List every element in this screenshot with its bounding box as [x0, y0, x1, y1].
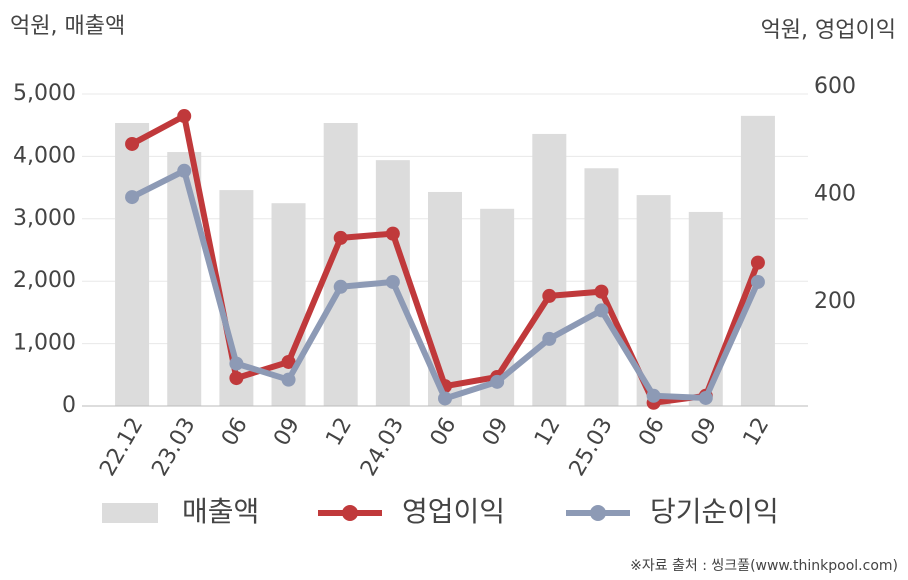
- bar: [532, 133, 567, 406]
- line-point: [594, 303, 609, 318]
- line-point: [281, 372, 296, 387]
- x-tick-label: 12: [739, 414, 775, 451]
- y-tick-label: 5,000: [13, 81, 76, 106]
- line-point: [385, 226, 400, 241]
- y2-tick-label: 600: [814, 74, 856, 99]
- x-tick-label: 24.03: [356, 414, 409, 481]
- line-point: [229, 371, 244, 386]
- line-point: [333, 279, 348, 294]
- bar: [636, 195, 671, 406]
- line-point: [385, 274, 400, 289]
- line-point: [646, 388, 661, 403]
- line-point: [542, 331, 557, 346]
- line-point: [594, 284, 609, 299]
- line-point: [125, 190, 140, 205]
- x-tick-label: 12: [321, 414, 357, 451]
- line-point: [750, 274, 765, 289]
- x-tick-label: 06: [634, 414, 670, 451]
- x-tick-label: 06: [426, 414, 462, 451]
- line-point: [542, 288, 557, 303]
- line-point: [438, 391, 452, 406]
- y-tick-label: 1,000: [13, 331, 76, 356]
- line-point: [490, 374, 505, 389]
- y-tick-label: 2,000: [13, 268, 76, 293]
- x-tick-label: 25.03: [565, 414, 618, 481]
- line-point: [229, 356, 244, 371]
- bar: [115, 123, 150, 407]
- legend-label: 당기순이익: [650, 495, 779, 528]
- y2-tick-label: 400: [814, 181, 856, 206]
- line-point: [125, 136, 140, 151]
- legend-swatch: [102, 503, 158, 523]
- x-tick-label: 09: [478, 413, 514, 450]
- y2-tick-label: 200: [814, 289, 856, 314]
- y-unit-label: 억원, 매출액: [10, 14, 125, 39]
- source: ※자료 출처 : 씽크풀(www.thinkpool.com): [630, 558, 898, 574]
- x-tick-label: 22.12: [95, 414, 148, 481]
- line-point: [177, 163, 192, 178]
- line-point: [333, 230, 348, 245]
- x-tick-label: 06: [217, 414, 253, 451]
- x-tick-label: 09: [687, 414, 723, 451]
- y-tick-label: 4,000: [13, 143, 76, 168]
- line-point: [698, 390, 713, 405]
- y2-unit-label: 억원, 영업이익: [761, 18, 896, 43]
- y-tick-label: 3,000: [13, 206, 76, 231]
- bar: [271, 203, 306, 406]
- line-point: [177, 109, 192, 124]
- line-point: [281, 354, 296, 369]
- x-tick-label: 23.03: [147, 414, 200, 481]
- legend-label: 매출액: [182, 495, 259, 528]
- line-point: [750, 255, 765, 270]
- legend-marker: [342, 505, 358, 521]
- legend-label: 영업이익: [402, 495, 505, 528]
- x-tick-label: 12: [530, 414, 566, 451]
- legend-marker: [590, 505, 606, 521]
- bar: [167, 152, 202, 406]
- x-tick-label: 09: [269, 414, 305, 451]
- y-tick-label: 0: [62, 393, 76, 418]
